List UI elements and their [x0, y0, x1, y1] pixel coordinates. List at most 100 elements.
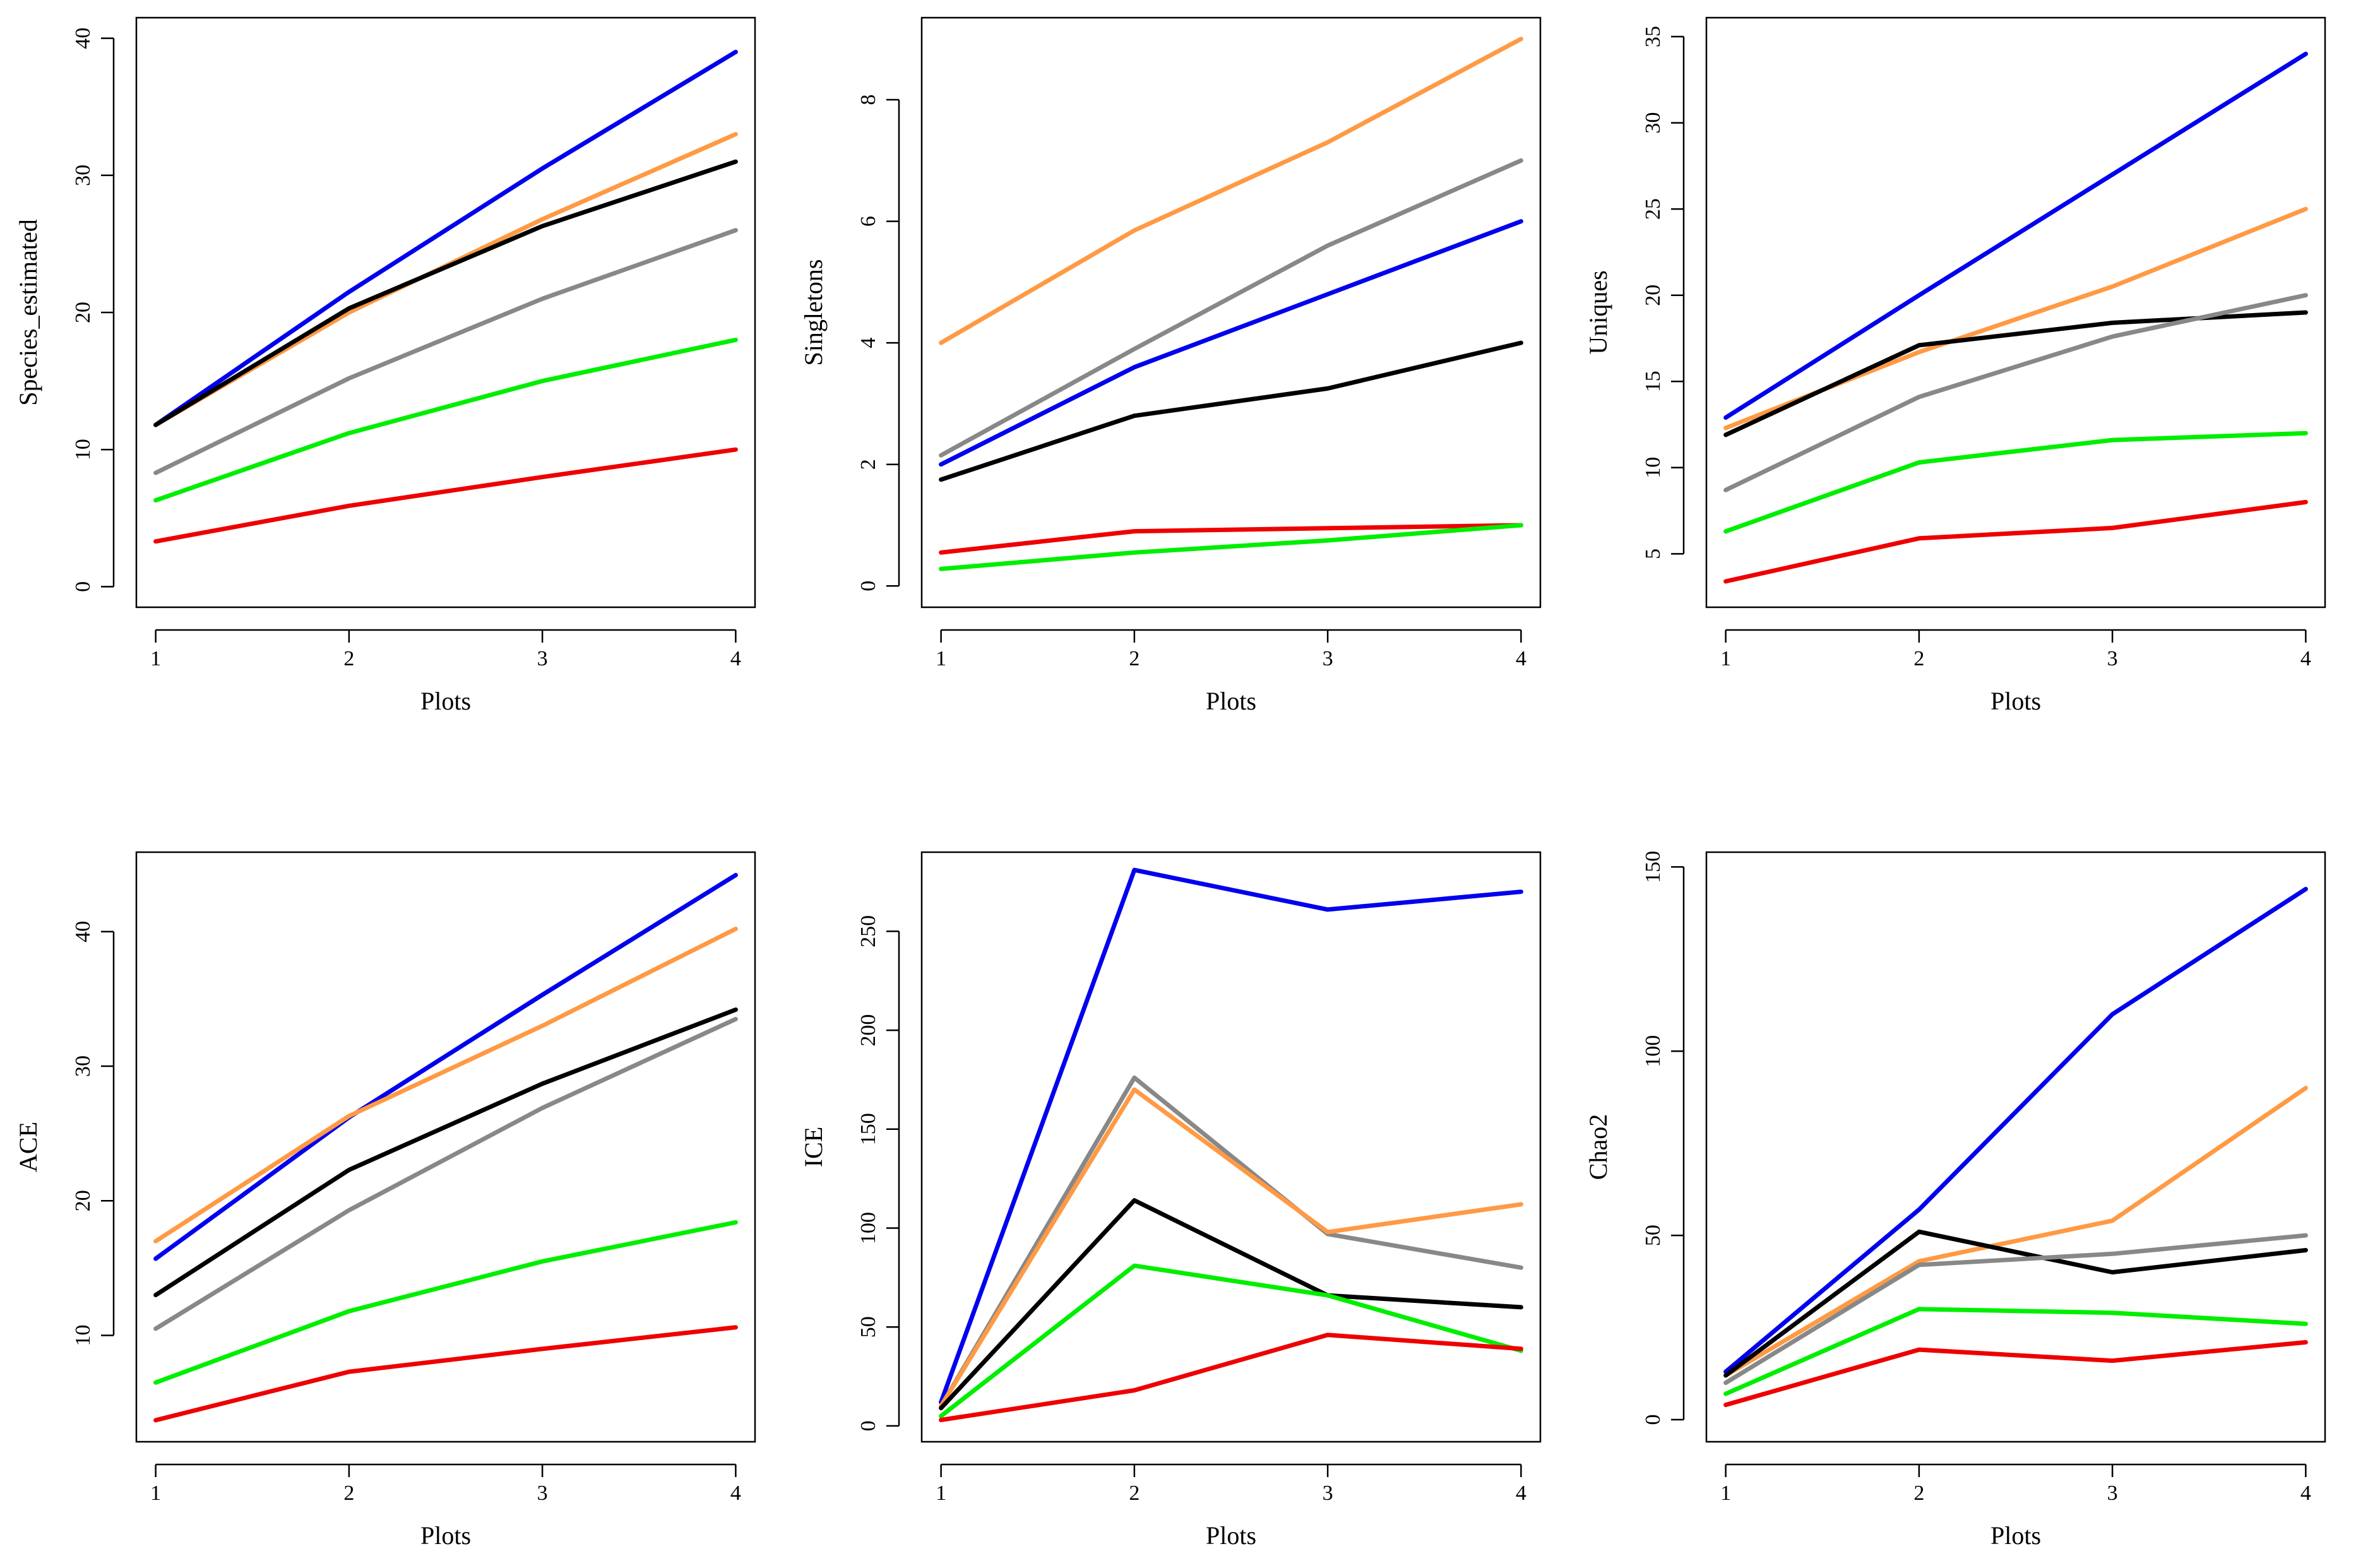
y-tick-label: 150 — [1641, 851, 1665, 883]
y-tick-label: 25 — [1641, 198, 1665, 220]
series-line-green — [153, 337, 738, 503]
y-tick-label: 15 — [1641, 371, 1665, 392]
series-line-green — [1723, 431, 2308, 534]
y-axis-label: Uniques — [1584, 270, 1612, 354]
y-tick-label: 250 — [857, 915, 880, 947]
series-line-green — [1723, 1307, 2308, 1396]
y-axis-label: ACE — [14, 1122, 42, 1172]
x-tick-label: 4 — [1516, 647, 1526, 670]
series-line-orange — [939, 1087, 1523, 1409]
y-tick-label: 35 — [1641, 26, 1665, 47]
series-line-blue — [1723, 886, 2308, 1374]
series-line-gray — [1723, 293, 2308, 492]
series-line-blue — [153, 872, 738, 1261]
y-tick-label: 0 — [71, 581, 95, 592]
series-line-black — [153, 1007, 738, 1298]
plot-frame — [135, 16, 756, 609]
series-line-blue — [1723, 51, 2308, 420]
panel-uniques: 5 10 15 20 25 30 35 1 2 3 4 Plots Uniques — [1584, 16, 2326, 715]
x-tick-label: 3 — [2107, 647, 2118, 670]
series-line-green — [153, 1220, 738, 1385]
x-tick-label: 4 — [730, 647, 741, 670]
y-tick-label: 50 — [1641, 1225, 1665, 1246]
y-axis-label: Species_estimated — [14, 219, 42, 405]
y-axis-label: Singletons — [799, 259, 828, 366]
x-tick-label: 2 — [1913, 1482, 1924, 1505]
series-line-red — [939, 1333, 1523, 1422]
x-axis-label: Plots — [420, 1521, 471, 1550]
y-tick-label: 20 — [71, 302, 95, 323]
y-tick-label: 10 — [71, 439, 95, 460]
x-tick-label: 1 — [936, 647, 946, 670]
series-line-red — [939, 523, 1523, 555]
panel-species_estimated: 0 10 20 30 40 1 2 3 4 Plots Species_estimated — [14, 16, 756, 715]
x-tick-label: 1 — [1720, 647, 1731, 670]
x-axis-label: Plots — [1990, 1521, 2041, 1550]
y-tick-label: 100 — [857, 1212, 880, 1244]
y-tick-label: 20 — [1641, 285, 1665, 306]
y-axis-label: ICE — [799, 1127, 828, 1167]
x-tick-label: 2 — [1913, 647, 1924, 670]
x-tick-label: 2 — [343, 1482, 354, 1505]
series-line-red — [1723, 499, 2308, 584]
y-tick-label: 0 — [857, 1420, 880, 1431]
y-tick-label: 8 — [857, 94, 880, 105]
x-axis-label: Plots — [1206, 1521, 1256, 1550]
y-tick-label: 6 — [857, 216, 880, 227]
series-line-gray — [153, 228, 738, 475]
y-tick-label: 40 — [71, 28, 95, 49]
series-line-orange — [153, 927, 738, 1244]
series-line-blue — [939, 219, 1523, 467]
y-tick-label: 0 — [857, 581, 880, 591]
y-tick-label: 4 — [857, 338, 880, 348]
y-tick-label: 30 — [71, 165, 95, 186]
panel-singletons: 0 2 4 6 8 1 2 3 4 Plots Singletons — [799, 16, 1542, 715]
x-tick-label: 3 — [537, 1482, 548, 1505]
series-line-red — [1723, 1339, 2308, 1408]
y-tick-label: 150 — [857, 1113, 880, 1145]
x-tick-label: 1 — [1720, 1482, 1731, 1505]
plot-frame — [135, 851, 756, 1443]
series-line-green — [939, 523, 1523, 571]
x-axis-label: Plots — [1206, 687, 1256, 715]
x-tick-label: 4 — [2300, 1482, 2311, 1505]
x-tick-label: 2 — [1129, 1482, 1139, 1505]
panel-chao2: 0 50 100 150 1 2 3 4 Plots Chao2 — [1584, 851, 2326, 1550]
y-tick-label: 5 — [1641, 549, 1665, 559]
x-tick-label: 1 — [150, 1482, 161, 1505]
series-line-orange — [153, 132, 738, 427]
series-line-black — [939, 1198, 1523, 1411]
y-tick-label: 10 — [71, 1325, 95, 1346]
x-tick-label: 3 — [1323, 647, 1333, 670]
y-tick-label: 40 — [71, 921, 95, 942]
y-tick-label: 100 — [1641, 1035, 1665, 1067]
y-tick-label: 50 — [857, 1316, 880, 1338]
x-tick-label: 2 — [343, 647, 354, 670]
series-line-gray — [153, 1016, 738, 1331]
x-tick-label: 1 — [936, 1482, 946, 1505]
y-tick-label: 30 — [71, 1055, 95, 1077]
series-line-red — [153, 1325, 738, 1423]
x-tick-label: 2 — [1129, 647, 1139, 670]
x-axis-label: Plots — [420, 687, 471, 715]
y-tick-label: 10 — [1641, 457, 1665, 478]
panel-ace: 10 20 30 40 1 2 3 4 Plots ACE — [14, 851, 756, 1550]
series-line-blue — [153, 49, 738, 427]
y-tick-label: 20 — [71, 1190, 95, 1211]
series-line-green — [939, 1263, 1523, 1418]
plot-frame — [1705, 16, 2326, 609]
x-tick-label: 3 — [537, 647, 548, 670]
series-line-gray — [1723, 1233, 2308, 1386]
x-tick-label: 4 — [1516, 1482, 1526, 1505]
series-line-gray — [939, 158, 1523, 458]
series-line-black — [1723, 310, 2308, 437]
y-tick-label: 0 — [1641, 1414, 1665, 1425]
y-axis-label: Chao2 — [1584, 1114, 1612, 1180]
series-line-black — [939, 340, 1523, 482]
series-line-black — [1723, 1229, 2308, 1378]
series-line-red — [153, 447, 738, 544]
x-tick-label: 3 — [1323, 1482, 1333, 1505]
x-tick-label: 4 — [730, 1482, 741, 1505]
series-line-orange — [939, 37, 1523, 345]
